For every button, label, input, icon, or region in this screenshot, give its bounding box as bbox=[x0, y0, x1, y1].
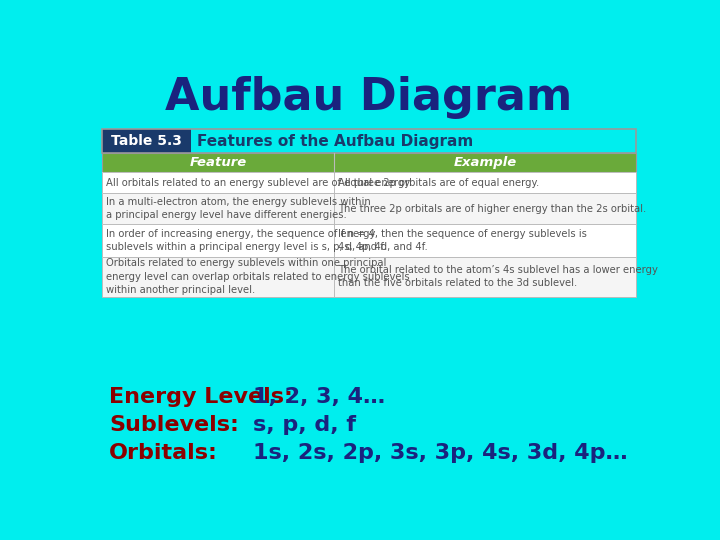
Text: If n = 4, then the sequence of energy sublevels is
4s, 4p, 4d, and 4f.: If n = 4, then the sequence of energy su… bbox=[338, 229, 587, 252]
Text: Features of the Aufbau Diagram: Features of the Aufbau Diagram bbox=[197, 133, 473, 148]
Bar bbox=[102, 172, 636, 193]
Text: Example: Example bbox=[454, 156, 517, 169]
Text: All three 2p orbitals are of equal energy.: All three 2p orbitals are of equal energ… bbox=[338, 178, 539, 187]
Text: The orbital related to the atom’s 4s sublevel has a lower energy
than the five o: The orbital related to the atom’s 4s sub… bbox=[338, 265, 658, 288]
Bar bbox=[102, 153, 636, 172]
Text: Table 5.3: Table 5.3 bbox=[111, 134, 181, 148]
Text: Feature: Feature bbox=[189, 156, 246, 169]
Text: s, p, d, f: s, p, d, f bbox=[253, 415, 356, 435]
Bar bbox=[102, 193, 636, 224]
Text: In order of increasing energy, the sequence of energy
sublevels within a princip: In order of increasing energy, the seque… bbox=[106, 229, 386, 252]
Text: In a multi-electron atom, the energy sublevels within
a principal energy level h: In a multi-electron atom, the energy sub… bbox=[106, 197, 370, 220]
Text: 1, 2, 3, 4…: 1, 2, 3, 4… bbox=[253, 387, 385, 408]
Text: The three 2p orbitals are of higher energy than the 2s orbital.: The three 2p orbitals are of higher ener… bbox=[338, 204, 647, 214]
Bar bbox=[102, 193, 636, 224]
Bar bbox=[102, 129, 191, 153]
Text: 1s, 2s, 2p, 3s, 3p, 4s, 3d, 4p…: 1s, 2s, 2p, 3s, 3p, 4s, 3d, 4p… bbox=[253, 443, 627, 463]
Bar bbox=[334, 153, 636, 172]
Text: Orbitals related to energy sublevels within one principal
energy level can overl: Orbitals related to energy sublevels wit… bbox=[106, 258, 409, 295]
Text: Orbitals:: Orbitals: bbox=[109, 443, 218, 463]
Text: Aufbau Diagram: Aufbau Diagram bbox=[166, 76, 572, 119]
Bar bbox=[102, 256, 636, 296]
Text: Energy Levels:: Energy Levels: bbox=[109, 387, 293, 408]
Bar bbox=[102, 172, 636, 193]
Bar bbox=[191, 129, 636, 153]
Bar bbox=[102, 224, 636, 256]
Bar bbox=[102, 153, 334, 172]
Bar bbox=[102, 224, 636, 256]
Text: All orbitals related to an energy sublevel are of equal energy.: All orbitals related to an energy sublev… bbox=[106, 178, 412, 187]
Bar bbox=[102, 129, 636, 153]
Bar bbox=[102, 256, 636, 296]
Text: Sublevels:: Sublevels: bbox=[109, 415, 239, 435]
